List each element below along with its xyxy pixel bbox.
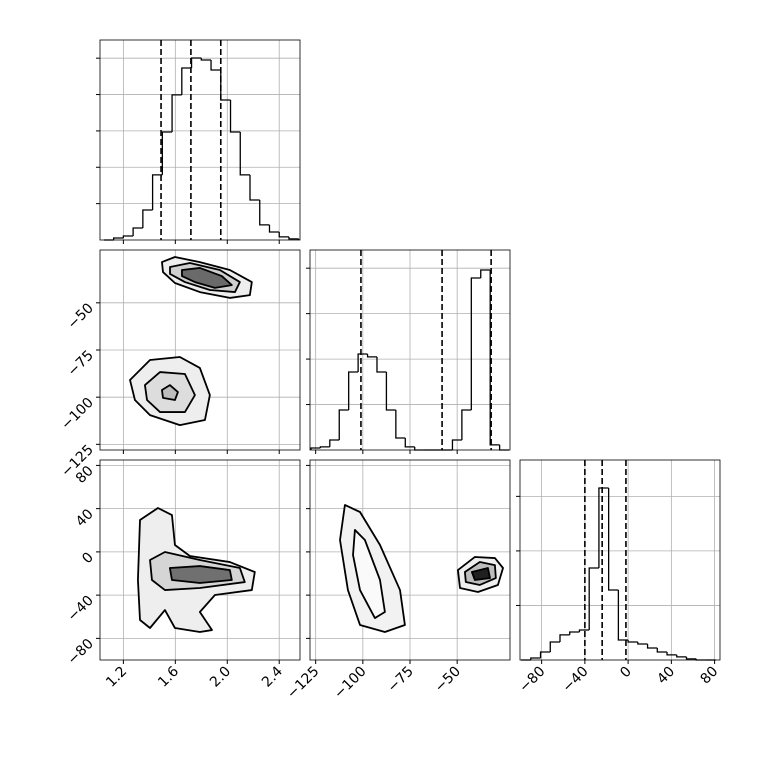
histogram-step — [588, 567, 599, 630]
x-tick-label: 2.4 — [259, 663, 286, 690]
histogram-step — [268, 224, 280, 233]
histogram-step — [404, 438, 415, 448]
histogram-step — [112, 237, 124, 240]
histogram-step — [461, 409, 472, 440]
histogram-step — [366, 354, 377, 358]
panel-frame — [519, 459, 721, 661]
histogram-step — [122, 235, 134, 238]
x-tick-label: −40 — [559, 664, 591, 696]
panel: −80 −40 0 40 80 — [516, 459, 722, 696]
histogram-step — [329, 439, 340, 447]
histogram-step — [598, 487, 609, 568]
histogram-step — [151, 174, 163, 210]
y-tick-label: −50 — [65, 300, 97, 332]
contour — [352, 529, 386, 619]
histogram-step — [229, 100, 241, 133]
x-tick-label: 1.6 — [155, 663, 182, 690]
x-tick-label: 0 — [617, 664, 635, 682]
histogram-step — [142, 209, 153, 228]
histogram-step — [489, 270, 500, 446]
histogram-step — [637, 642, 648, 645]
y-tick-label: −40 — [65, 593, 97, 625]
y-tick-label: 0 — [79, 549, 97, 567]
contour — [168, 565, 233, 584]
contour — [470, 567, 491, 581]
histogram-step — [338, 409, 349, 440]
x-tick-label: −100 — [331, 664, 370, 703]
histogram-step — [239, 132, 250, 176]
histogram-step — [685, 656, 697, 660]
histogram-step — [578, 629, 590, 632]
histogram-step — [480, 269, 491, 278]
histogram-step — [617, 590, 629, 641]
y-tick-label: −100 — [58, 395, 97, 434]
histogram-step — [539, 651, 551, 658]
x-tick-label: −80 — [516, 664, 548, 696]
histogram-step — [278, 232, 289, 238]
histogram-step — [569, 631, 580, 635]
histogram-step — [249, 174, 260, 201]
histogram-step — [181, 67, 192, 95]
histogram-step — [319, 446, 330, 448]
histogram-step — [549, 641, 560, 652]
x-tick-label: −75 — [385, 664, 417, 696]
histogram-step — [470, 277, 481, 410]
contour — [181, 267, 233, 289]
y-tick-label: −75 — [65, 348, 97, 380]
histogram-step — [288, 236, 299, 240]
panel — [306, 249, 511, 454]
histogram-step — [627, 640, 638, 643]
panel: −125 −100 −75 −50 — [284, 459, 511, 703]
panel: −50−75−100−125 — [58, 249, 301, 480]
panel-frame — [309, 249, 511, 451]
histogram-step — [666, 652, 677, 656]
histogram-step — [451, 439, 462, 450]
panel-frame — [99, 39, 301, 241]
x-tick-label: −125 — [284, 664, 323, 703]
histogram-step — [161, 131, 173, 175]
x-tick-label: 80 — [698, 664, 722, 688]
histogram-step — [171, 94, 182, 132]
x-tick-label: 2.0 — [207, 664, 234, 691]
histogram-step — [132, 227, 143, 236]
panel-frame — [309, 459, 511, 661]
histogram-step — [210, 60, 221, 71]
histogram-step — [348, 371, 359, 410]
histogram-step — [530, 657, 541, 660]
panel-background — [100, 40, 300, 240]
histogram-step — [259, 200, 270, 226]
panel-background — [520, 460, 720, 660]
x-tick-label: 1.2 — [103, 664, 130, 691]
x-tick-label: 40 — [654, 664, 678, 688]
contour — [161, 384, 179, 401]
panel — [96, 39, 301, 244]
histogram-step — [656, 648, 668, 653]
histogram-step — [395, 410, 406, 439]
histogram-step — [676, 654, 687, 658]
histogram-step — [646, 644, 658, 649]
histogram-step — [310, 447, 321, 450]
histogram-step — [200, 58, 212, 61]
x-tick-label: −50 — [432, 664, 464, 696]
histogram-step — [376, 356, 387, 373]
panel-frame — [99, 459, 301, 661]
panel-frame — [99, 249, 301, 451]
y-tick-label: −80 — [65, 636, 97, 668]
histogram-step — [385, 372, 396, 411]
histogram-step — [559, 634, 570, 642]
y-tick-label: 40 — [73, 506, 97, 530]
histogram-step — [607, 488, 619, 591]
histogram-step — [357, 353, 368, 372]
